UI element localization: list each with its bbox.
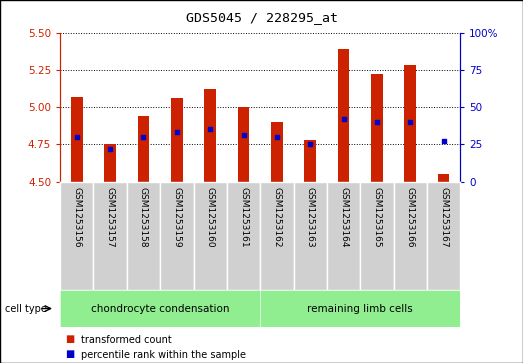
- Text: ■: ■: [65, 349, 75, 359]
- Point: [306, 142, 314, 147]
- Text: GSM1253167: GSM1253167: [439, 187, 448, 248]
- Text: transformed count: transformed count: [81, 335, 172, 345]
- Text: GSM1253162: GSM1253162: [272, 187, 281, 248]
- Text: GSM1253159: GSM1253159: [173, 187, 181, 248]
- Bar: [271, 122, 283, 182]
- Text: ■: ■: [65, 334, 75, 344]
- Text: chondrocyte condensation: chondrocyte condensation: [91, 303, 230, 314]
- Text: GSM1253158: GSM1253158: [139, 187, 148, 248]
- Point: [173, 130, 181, 135]
- Text: GSM1253165: GSM1253165: [372, 187, 381, 248]
- Point: [73, 134, 81, 140]
- Bar: [71, 97, 83, 182]
- Text: percentile rank within the sample: percentile rank within the sample: [81, 350, 246, 360]
- Point: [240, 132, 248, 138]
- Text: GDS5045 / 228295_at: GDS5045 / 228295_at: [186, 11, 337, 24]
- Point: [439, 138, 448, 144]
- Point: [206, 126, 214, 132]
- Bar: [404, 65, 416, 182]
- Point: [272, 134, 281, 140]
- Point: [106, 146, 115, 152]
- Bar: [438, 174, 449, 182]
- Text: GSM1253160: GSM1253160: [206, 187, 214, 248]
- Bar: [237, 107, 249, 182]
- Text: GSM1253156: GSM1253156: [72, 187, 81, 248]
- Text: GSM1253163: GSM1253163: [306, 187, 315, 248]
- Bar: [104, 144, 116, 182]
- Text: GSM1253157: GSM1253157: [106, 187, 115, 248]
- Bar: [204, 89, 216, 182]
- Bar: [138, 116, 150, 182]
- Text: GSM1253161: GSM1253161: [239, 187, 248, 248]
- Point: [339, 116, 348, 122]
- Text: cell type: cell type: [5, 303, 47, 314]
- Point: [373, 119, 381, 125]
- Bar: [371, 74, 383, 182]
- Text: GSM1253164: GSM1253164: [339, 187, 348, 248]
- Bar: [304, 140, 316, 182]
- Bar: [338, 49, 349, 182]
- Point: [406, 119, 414, 125]
- Point: [139, 134, 147, 140]
- Bar: [171, 98, 183, 182]
- Text: GSM1253166: GSM1253166: [406, 187, 415, 248]
- Text: remaining limb cells: remaining limb cells: [308, 303, 413, 314]
